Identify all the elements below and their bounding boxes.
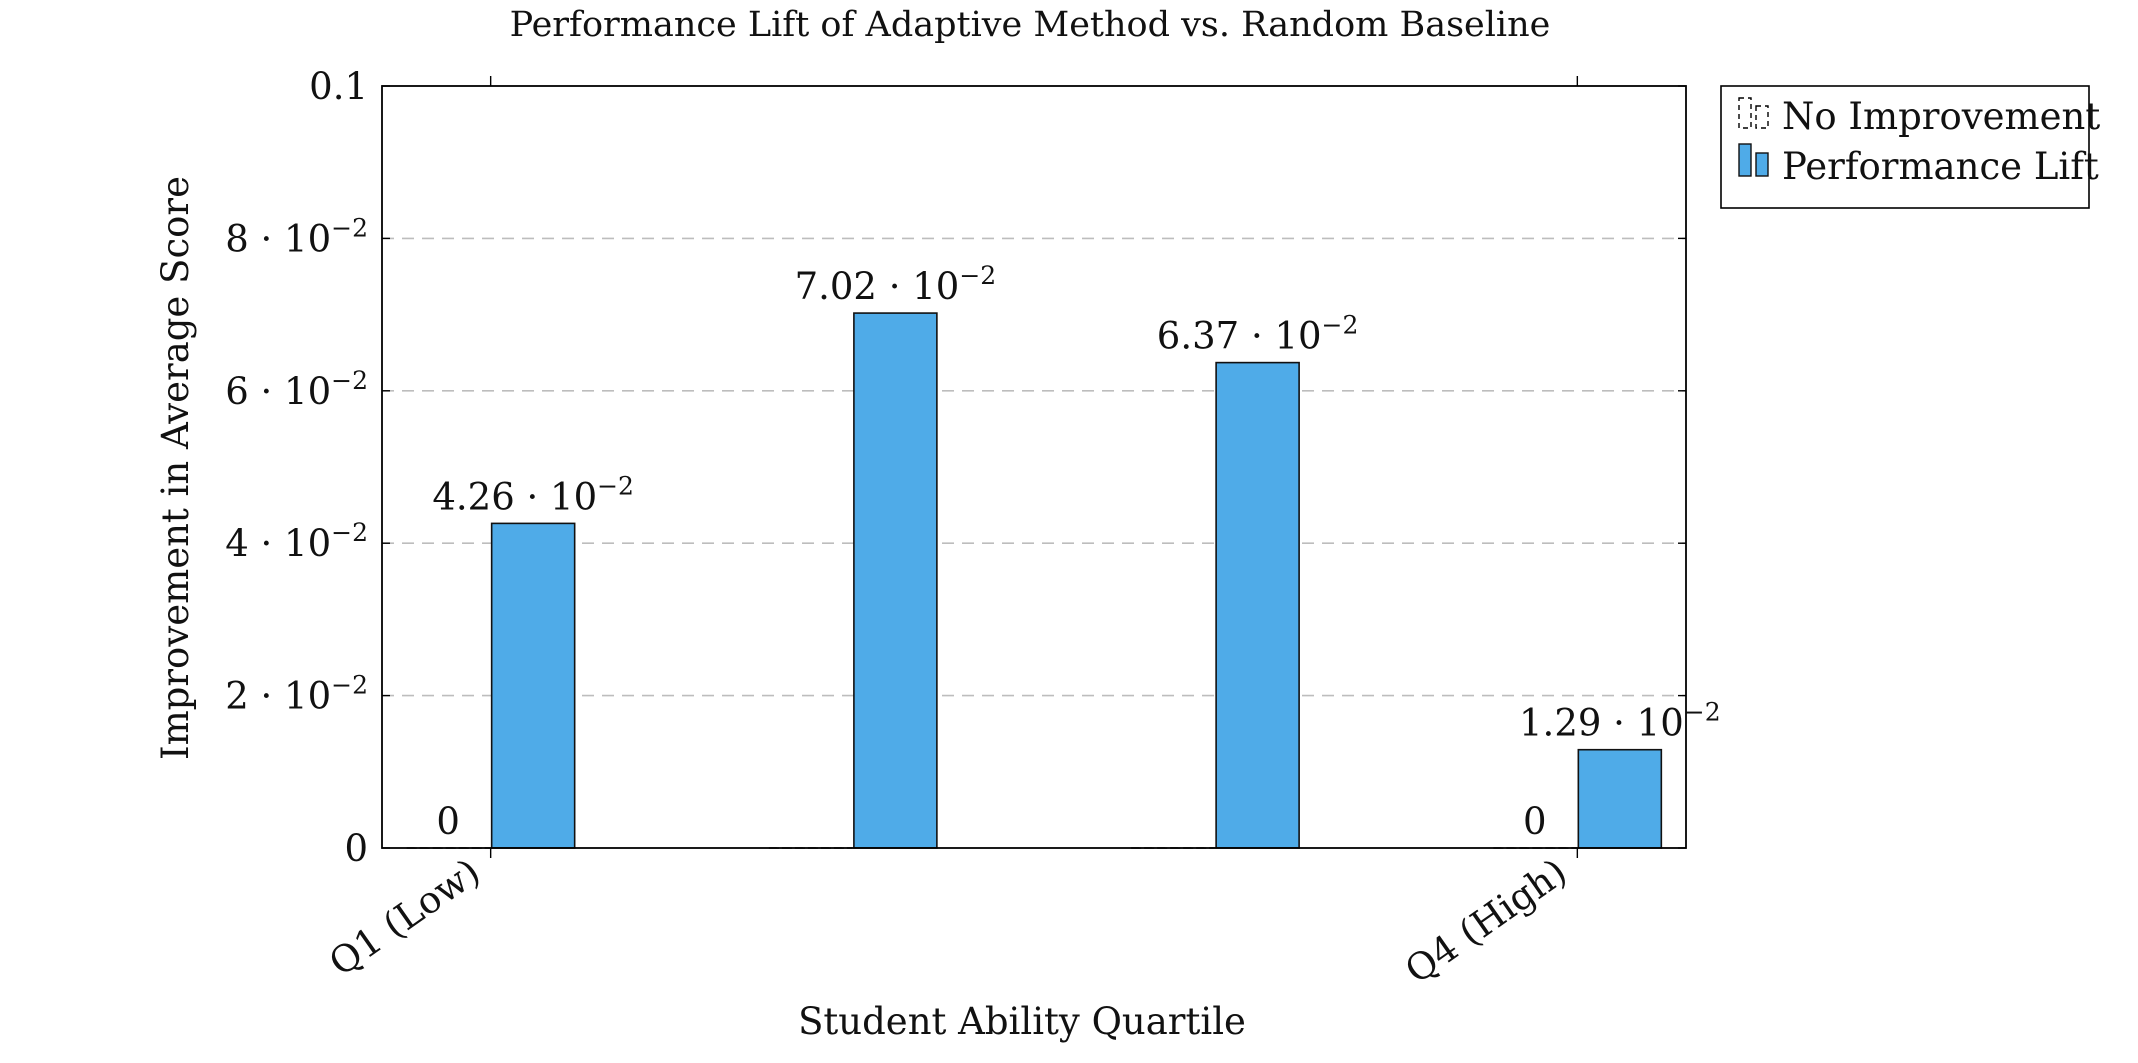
legend-label: No Improvement <box>1782 95 2100 138</box>
plot-frame <box>382 86 1686 848</box>
bar-data-label: 0 <box>436 800 460 843</box>
bar-data-label: 1.29 · 10−2 <box>1519 698 1721 745</box>
bar-data-label: 7.02 · 10−2 <box>795 261 997 308</box>
bar-data-label: 0 <box>1523 800 1547 843</box>
grid-lines <box>382 238 1686 695</box>
legend-swatch-no-improvement <box>1756 106 1768 128</box>
bar-performance-lift <box>492 523 575 848</box>
x-tick-label: Q4 (High) <box>1397 850 1574 992</box>
y-tick-label: 8 · 10−2 <box>225 213 368 260</box>
bars <box>407 313 1662 848</box>
x-tick-label: Q1 (Low) <box>321 850 487 984</box>
legend-swatch-no-improvement <box>1739 98 1751 128</box>
y-tick-label: 6 · 10−2 <box>225 366 368 413</box>
ticks <box>382 76 1686 858</box>
labels: 0 2 · 10−2 4 · 10−2 6 · 10−2 8 · 10−2 0.1 0 4.2… <box>225 65 1720 992</box>
y-tick-label: 4 · 10−2 <box>225 518 368 565</box>
legend-swatch-performance-lift <box>1739 144 1751 176</box>
chart-title: Performance Lift of Adaptive Method vs. … <box>510 5 1551 45</box>
legend: No Improvement Performance Lift <box>1721 86 2100 208</box>
legend-swatch-performance-lift <box>1756 153 1768 176</box>
bar-performance-lift <box>854 313 937 848</box>
bar-data-label: 4.26 · 10−2 <box>432 471 634 518</box>
bar-data-label: 6.37 · 10−2 <box>1157 311 1359 358</box>
y-tick-label: 0 <box>344 827 368 870</box>
y-tick-label: 0.1 <box>309 65 368 108</box>
bar-performance-lift <box>1578 750 1661 848</box>
y-tick-label: 2 · 10−2 <box>225 671 368 718</box>
legend-label: Performance Lift <box>1782 145 2099 188</box>
bar-performance-lift <box>1216 363 1299 848</box>
y-axis-label: Improvement in Average Score <box>154 176 197 760</box>
x-axis-label: Student Ability Quartile <box>798 1000 1246 1043</box>
